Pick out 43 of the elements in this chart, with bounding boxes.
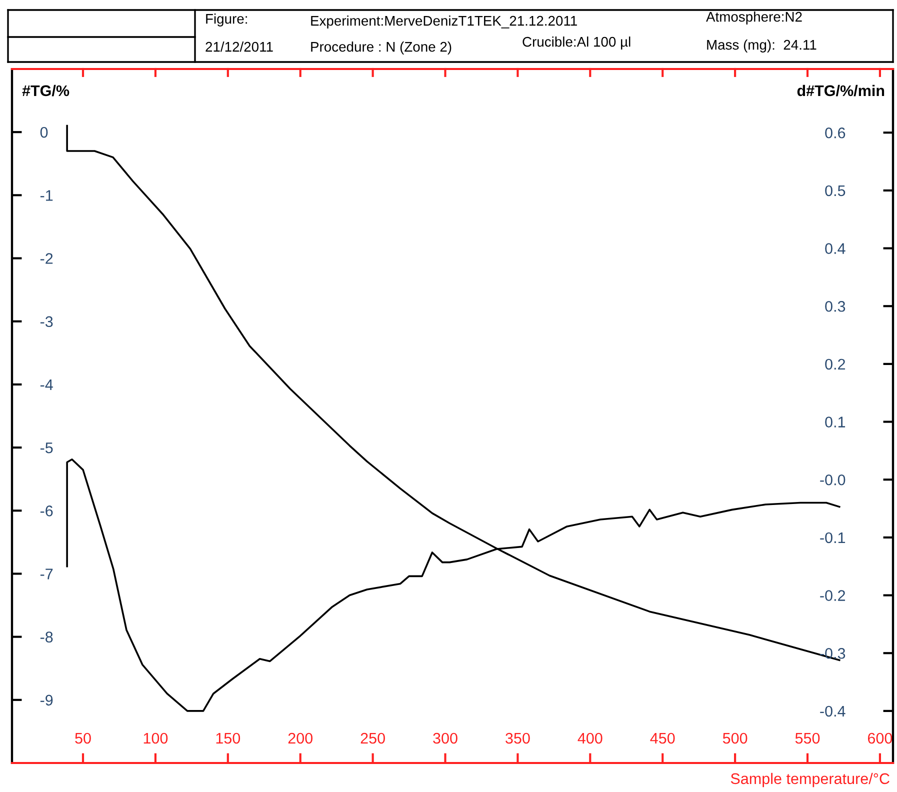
- y-tick-label: -7: [40, 568, 53, 580]
- x-tick-label: 150: [216, 732, 240, 744]
- text: Experiment:MerveDenizT1TEK_21.12.2011: [311, 16, 577, 28]
- x-tick-label: 600: [868, 732, 892, 744]
- y-tick-label: -5: [40, 442, 53, 454]
- x-tick-label: 100: [144, 732, 168, 744]
- x-tick-label: 450: [650, 732, 675, 744]
- x-tick-label: 400: [578, 732, 602, 744]
- x-tick-label: 300: [433, 732, 458, 744]
- y-tick-label: -1: [40, 190, 53, 201]
- text: Procedure : N (Zone 2): [311, 42, 452, 54]
- y-tick-label: -3: [40, 316, 53, 328]
- y2-tick-label: 0.5: [825, 185, 846, 196]
- text: Mass (mg): 24.11: [707, 40, 816, 52]
- y2-tick-label: 0.1: [825, 416, 846, 428]
- text: Atmosphere:N2: [706, 12, 802, 24]
- y-tick-label: -9: [40, 694, 53, 706]
- x-tick-label: 50: [75, 732, 91, 744]
- x-axis-title: Sample temperature/°C: [730, 772, 890, 788]
- y2-tick-label: -0.3: [820, 648, 846, 659]
- text: Figure:: [206, 14, 247, 26]
- x-tick-label: 250: [360, 732, 385, 744]
- x-tick-label: 550: [795, 732, 820, 744]
- text: Crucible:Al 100 µl: [522, 36, 630, 50]
- x-tick-label: 500: [722, 732, 748, 744]
- y-axis-title: #TG/%: [22, 84, 70, 96]
- y2-tick-label: -0.1: [820, 532, 846, 544]
- y2-tick-label: 0.2: [825, 358, 846, 370]
- x-tick-label: 200: [288, 732, 312, 744]
- y2-axis-title: d#TG/%/min: [797, 84, 884, 96]
- y-tick-label: -4: [40, 379, 53, 390]
- y2-tick-label: -0.0: [820, 474, 846, 486]
- y-tick-label: -2: [40, 253, 53, 264]
- y-tick-label: 0: [40, 126, 48, 138]
- y2-tick-label: 0.3: [825, 300, 846, 312]
- y2-tick-label: 0.4: [825, 243, 846, 254]
- text: 21/12/2011: [206, 42, 273, 52]
- x-tick-label: 350: [506, 732, 530, 744]
- y2-tick-label: 0.6: [825, 127, 846, 138]
- y-tick-label: -6: [40, 506, 53, 516]
- y2-tick-label: -0.4: [820, 706, 846, 717]
- y2-tick-label: -0.2: [820, 590, 846, 601]
- y-tick-label: -8: [40, 632, 53, 643]
